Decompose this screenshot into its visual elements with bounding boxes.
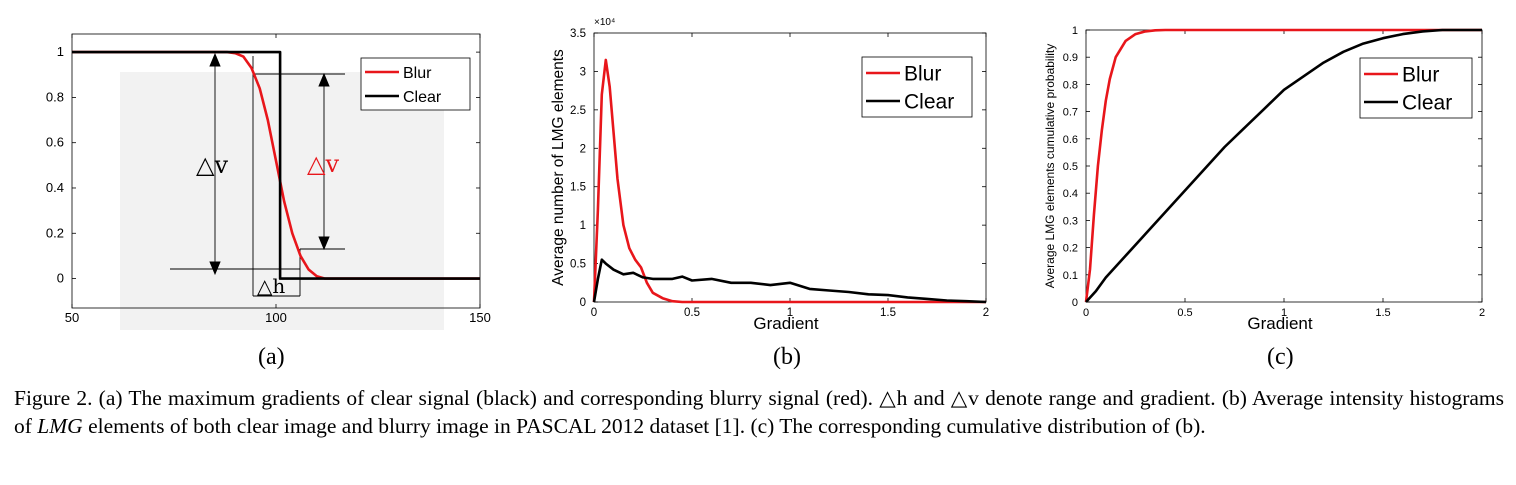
y-axis-label-b: Average number of LMG elements bbox=[550, 49, 567, 286]
subfigure-label-a: (a) bbox=[258, 344, 285, 370]
figure-caption: Figure 2. (a) The maximum gradients of c… bbox=[14, 384, 1504, 440]
x-tick-label-c: 1 bbox=[1281, 307, 1287, 319]
subfigure-label-c: (c) bbox=[1267, 344, 1294, 370]
y-tick-label-c: 0.4 bbox=[1063, 188, 1078, 200]
arrowhead-down bbox=[209, 261, 221, 276]
y-tick-label-c: 0.7 bbox=[1063, 107, 1078, 119]
x-tick-label-b: 0.5 bbox=[684, 307, 700, 319]
x-tick-label-c: 1.5 bbox=[1375, 307, 1390, 319]
legend-label-blur-a: Blur bbox=[403, 65, 432, 82]
y-tick-label-c: 0.9 bbox=[1063, 52, 1078, 64]
x-tick-label-b: 2 bbox=[983, 307, 989, 319]
x-tick-label-b: 1.5 bbox=[880, 307, 896, 319]
series-line-blur-c bbox=[1084, 28, 1482, 303]
y-tick-label-a: 0.8 bbox=[46, 89, 64, 104]
legend-label-clear-a: Clear bbox=[403, 89, 442, 106]
y-tick-label-b: 0 bbox=[580, 297, 586, 309]
subfigure-label-b: (b) bbox=[773, 344, 801, 370]
y-tick-label-b: 2 bbox=[580, 143, 586, 155]
y-tick-label-c: 0.3 bbox=[1063, 215, 1078, 227]
annotation-label: △v bbox=[196, 151, 228, 179]
x-axis-label-c: Gradient bbox=[1247, 314, 1312, 333]
y-tick-label-b: 1 bbox=[580, 220, 586, 232]
legend-box-b bbox=[861, 56, 973, 118]
y-tick-label-b: 1.5 bbox=[570, 182, 586, 194]
y-tick-label-b: 3 bbox=[580, 66, 586, 78]
chart-b: 0 0.5 1 1.5 2 2.5 3 3.5 0 0.5 1 1.5 2 Gradient Average… bbox=[550, 17, 989, 333]
series-line-blur-b bbox=[592, 58, 986, 304]
y-tick-label-b: 3.5 bbox=[570, 28, 586, 40]
y-tick-label-a: 1 bbox=[57, 44, 64, 59]
y-tick-label-b: 2.5 bbox=[570, 105, 586, 117]
y-tick-label-b: 0.5 bbox=[570, 259, 586, 271]
y-tick-label-c: 0.6 bbox=[1063, 134, 1078, 146]
arrowhead-down-red bbox=[318, 236, 330, 251]
annotation-backdrop bbox=[120, 72, 444, 330]
arrowhead-up-red bbox=[318, 72, 330, 87]
annotation-label: △v bbox=[307, 150, 339, 178]
legend-box-c bbox=[1359, 57, 1473, 119]
y-tick-label-c: 0 bbox=[1072, 297, 1078, 309]
y-tick-label-c: 0.5 bbox=[1063, 161, 1078, 173]
caption-suffix: elements of both clear image and blurry … bbox=[82, 414, 1206, 438]
y-axis-label-c: Average LMG elements cumulative probabil… bbox=[1043, 44, 1057, 289]
legend-label-clear-b: Clear bbox=[904, 91, 954, 114]
x-axis-label-b: Gradient bbox=[753, 314, 818, 333]
annotations-a bbox=[170, 52, 345, 297]
x-tick-label-a: 150 bbox=[469, 310, 491, 325]
legend-box-a bbox=[360, 57, 471, 111]
x-tick-label-c: 2 bbox=[1479, 307, 1485, 319]
caption-prefix: Figure 2. (a) The maximum gradients of c… bbox=[14, 386, 1504, 438]
series-line-clear-b bbox=[592, 258, 987, 304]
legend-label-blur-c: Blur bbox=[1402, 64, 1439, 87]
x-tick-label-c: 0 bbox=[1083, 307, 1089, 319]
legend-label-clear-c: Clear bbox=[1402, 92, 1452, 115]
y-tick-label-c: 1 bbox=[1072, 25, 1078, 37]
chart-c: 0 0.1 0.2 0.3 0.4 0.5 0.6 0.7 0.8 0.9 1 0 0.5 1 1.5 2 Gr… bbox=[1043, 25, 1485, 333]
y-tick-label-a: 0.6 bbox=[46, 135, 64, 150]
caption-lmg: LMG bbox=[37, 414, 83, 438]
series-line-clear-c bbox=[1085, 28, 1482, 303]
y-tick-label-a: 0.2 bbox=[46, 225, 64, 240]
legend-label-blur-b: Blur bbox=[904, 63, 941, 86]
x-tick-label-b: 1 bbox=[787, 307, 793, 319]
series-line-clear-a bbox=[72, 50, 480, 280]
y-tick-label-a: 0.4 bbox=[46, 180, 64, 195]
y-tick-label-c: 0.1 bbox=[1063, 270, 1078, 282]
x-tick-label-b: 0 bbox=[591, 307, 597, 319]
arrowhead-up bbox=[209, 52, 221, 67]
x-tick-label-a: 100 bbox=[265, 310, 287, 325]
y-tick-label-c: 0.2 bbox=[1063, 243, 1078, 255]
x-tick-label-c: 0.5 bbox=[1177, 307, 1192, 319]
y-tick-label-a: 0 bbox=[57, 271, 64, 286]
series-line-blur-a bbox=[72, 50, 480, 280]
y-exponent-label-b: ×10⁴ bbox=[594, 17, 615, 28]
x-tick-label-a: 50 bbox=[65, 310, 79, 325]
y-tick-label-c: 0.8 bbox=[1063, 79, 1078, 91]
